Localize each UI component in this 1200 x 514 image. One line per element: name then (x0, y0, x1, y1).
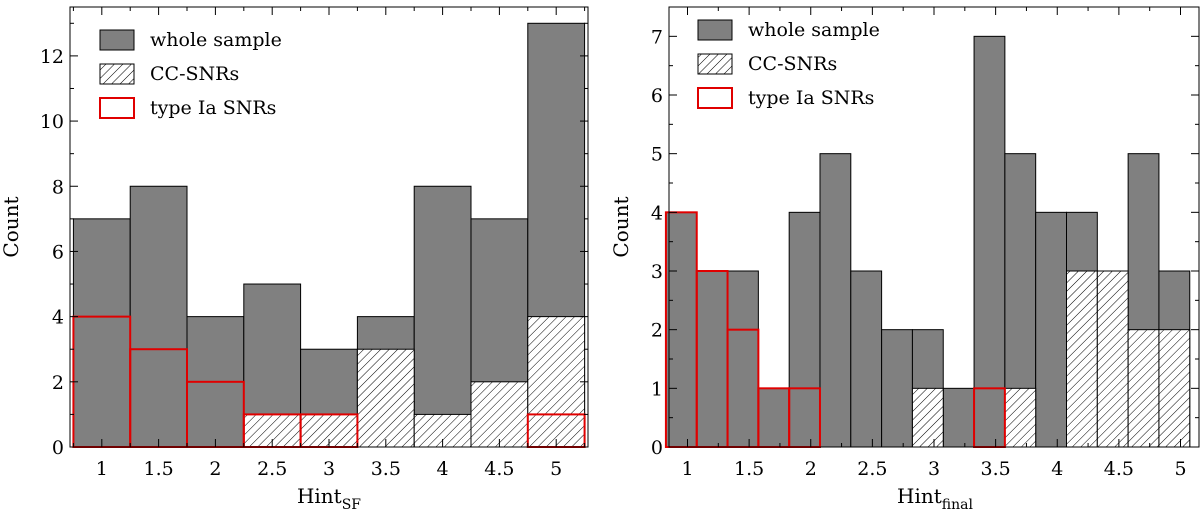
right-legend-label-type-ia-snrs: type Ia SNRs (748, 87, 874, 109)
right-y-axis-label: Count (609, 196, 633, 257)
left-whole-sample-bar (129, 185, 188, 448)
left-x-tick-label: 1.5 (143, 458, 173, 480)
right-whole-sample-bar (757, 387, 790, 448)
right-x-tick-label: 1.5 (734, 458, 764, 480)
right-x-tick-label: 3.5 (981, 458, 1011, 480)
right-legend-label-cc-snrs: CC-SNRs (748, 53, 837, 75)
left-legend-label-cc-snrs: CC-SNRs (150, 63, 239, 85)
right-y-tick-label: 7 (651, 26, 663, 48)
left-legend-swatch-whole-sample (99, 29, 135, 51)
left-cc-snr-bar (356, 348, 415, 448)
right-x-axis-label-subscript: final (942, 497, 974, 513)
right-x-tick-label: 1 (681, 458, 693, 480)
right-x-axis-label: Hintfinal (897, 484, 973, 513)
left-legend-swatch-type-ia-snrs (99, 97, 135, 119)
left-histogram-chart: 0 2 4 6 8 10 12 1 1.5 2 2.5 3 3.5 4 4.5 5 HintSF Count who… (0, 6, 589, 513)
left-whole-sample-bar (413, 185, 472, 448)
right-y-tick-label: 0 (651, 437, 663, 459)
left-x-tick-label: 3 (323, 458, 335, 480)
left-y-axis-label: Count (0, 196, 23, 257)
left-x-axis-label-main: Hint (297, 484, 342, 508)
right-legend-swatch-cc-snrs (697, 53, 733, 75)
right-cc-snr-bar (1096, 270, 1129, 448)
left-y-tick-label: 0 (52, 437, 64, 459)
right-x-tick-label: 5 (1174, 458, 1186, 480)
right-legend-label-whole-sample: whole sample (748, 19, 880, 41)
right-y-tick-label: 6 (651, 85, 663, 107)
left-x-tick-label: 5 (550, 458, 562, 480)
left-legend-label-whole-sample: whole sample (150, 29, 282, 51)
left-x-tick-label: 1 (96, 458, 108, 480)
right-whole-sample-bar (788, 211, 821, 448)
left-whole-sample-bar (72, 218, 131, 448)
left-y-tick-label: 12 (40, 46, 64, 68)
right-cc-snr-bar (1127, 329, 1160, 448)
right-whole-sample-bar (1035, 211, 1067, 448)
left-legend-swatch-cc-snrs (99, 63, 135, 85)
right-x-tick-label: 2 (805, 458, 817, 480)
left-legend-label-type-ia-snrs: type Ia SNRs (150, 97, 276, 119)
right-whole-sample-bar (881, 329, 913, 448)
right-y-tick-label: 5 (651, 144, 663, 166)
right-whole-sample-bar (727, 270, 759, 448)
left-x-axis-label: HintSF (297, 484, 361, 513)
right-x-tick-label: 2.5 (857, 458, 887, 480)
right-y-tick-label: 2 (651, 320, 663, 342)
right-whole-sample-bar (819, 153, 852, 448)
right-whole-sample-bar (973, 35, 1006, 448)
left-x-tick-label: 4 (437, 458, 449, 480)
left-y-tick-label: 2 (52, 372, 64, 394)
left-cc-snr-bar (470, 381, 529, 448)
right-y-tick-label: 4 (651, 202, 663, 224)
right-x-tick-label: 4.5 (1104, 458, 1134, 480)
left-x-tick-label: 2.5 (257, 458, 287, 480)
right-whole-sample-bar (696, 270, 729, 448)
right-y-tick-label: 3 (651, 261, 663, 283)
right-legend-swatch-type-ia-snrs (697, 87, 733, 109)
right-x-tick-label: 3 (928, 458, 940, 480)
right-x-axis-label-main: Hint (897, 484, 942, 508)
right-whole-sample-bar (850, 270, 883, 448)
right-legend-swatch-whole-sample (697, 19, 733, 41)
left-x-tick-label: 2 (209, 458, 221, 480)
left-x-axis-label-subscript: SF (342, 497, 362, 513)
left-y-tick-label: 8 (52, 176, 64, 198)
left-y-tick-label: 4 (52, 307, 64, 329)
left-cc-snr-bar (527, 316, 586, 448)
left-y-tick-label: 6 (52, 241, 64, 263)
right-x-tick-label: 4 (1051, 458, 1063, 480)
left-x-tick-label: 3.5 (371, 458, 401, 480)
right-cc-snr-bar (1158, 329, 1191, 448)
left-y-tick-label: 10 (40, 111, 64, 133)
left-x-tick-label: 4.5 (484, 458, 514, 480)
right-cc-snr-bar (911, 387, 944, 448)
right-cc-snr-bar (1004, 387, 1037, 448)
right-whole-sample-bar (942, 387, 975, 448)
right-y-tick-label: 1 (651, 378, 663, 400)
right-cc-snr-bar (1066, 270, 1098, 448)
